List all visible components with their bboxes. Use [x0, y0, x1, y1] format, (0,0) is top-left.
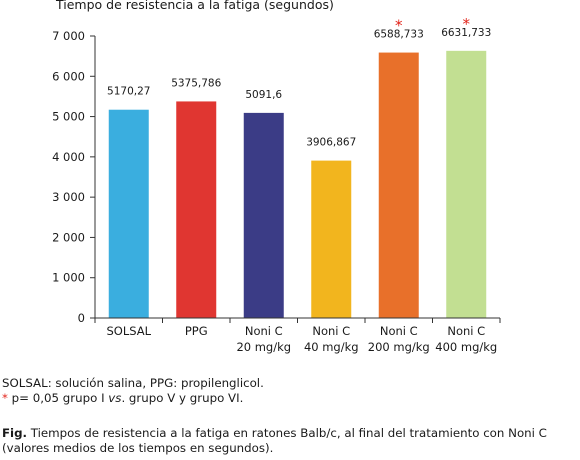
bar [446, 50, 487, 318]
bar-chart: Tiempo de resistencia a la fatiga (segun… [52, 0, 501, 354]
bar [108, 109, 149, 319]
x-axis: SOLSAL PPG Noni C 20 mg/kg Noni C 40 mg/kg Non… [94, 317, 501, 354]
significance-vs: vs [108, 391, 122, 405]
y-axis: 0 1 000 2 000 3 000 4 000 5 000 6 000 7 000 [52, 29, 96, 325]
x-tick-sublabel: 200 mg/kg [368, 340, 430, 354]
x-tick-label: Noni C [312, 324, 350, 338]
x-tick-sublabel: 400 mg/kg [435, 340, 497, 354]
significance-text: p= 0,05 grupo I [7, 391, 109, 405]
data-label: 3906,867 [306, 137, 356, 149]
bar [311, 160, 352, 318]
x-tick-label: Noni C [245, 324, 283, 338]
data-label: 6631,733 [441, 27, 491, 39]
bar [378, 52, 419, 319]
x-tick-sublabel: 40 mg/kg [304, 340, 359, 354]
y-tick-label: 7 000 [52, 29, 85, 43]
caption-text: Tiempos de resistencia a la fatiga en ra… [2, 426, 547, 455]
bar [243, 112, 284, 318]
significance-marker: * [395, 17, 403, 35]
y-axis-label: Tiempo de resistencia a la fatiga (segun… [55, 0, 334, 12]
figure-caption: Fig. Tiempos de resistencia a la fatiga … [2, 426, 578, 456]
x-tick-label: Noni C [447, 324, 485, 338]
x-tick-label: PPG [185, 324, 208, 338]
chart-notes: SOLSAL: solución salina, PPG: propilengl… [2, 376, 578, 406]
significance-marker: * [463, 15, 471, 33]
x-tick-label: Noni C [380, 324, 418, 338]
notes-abbreviations: SOLSAL: solución salina, PPG: propilengl… [2, 376, 264, 390]
y-tick-label: 6 000 [52, 69, 85, 83]
significance-star: * [2, 391, 8, 405]
data-label: 5170,27 [107, 86, 150, 98]
x-tick-label: SOLSAL [106, 324, 151, 338]
bar [176, 101, 217, 319]
y-tick-label: 5 000 [52, 110, 85, 124]
y-tick-label: 1 000 [52, 271, 85, 285]
data-label: 5375,786 [171, 77, 221, 89]
y-tick-label: 0 [78, 311, 85, 325]
y-tick-label: 2 000 [52, 230, 85, 244]
significance-groups: . grupo V y grupo VI. [121, 391, 244, 405]
y-tick-label: 4 000 [52, 150, 85, 164]
caption-label: Fig. [2, 426, 28, 440]
y-tick-label: 3 000 [52, 190, 85, 204]
data-label: 5091,6 [245, 89, 282, 101]
x-tick-sublabel: 20 mg/kg [236, 340, 291, 354]
notes-significance: * p= 0,05 grupo I vs. grupo V y grupo VI… [2, 391, 578, 406]
data-label: 6588,733 [374, 29, 424, 41]
